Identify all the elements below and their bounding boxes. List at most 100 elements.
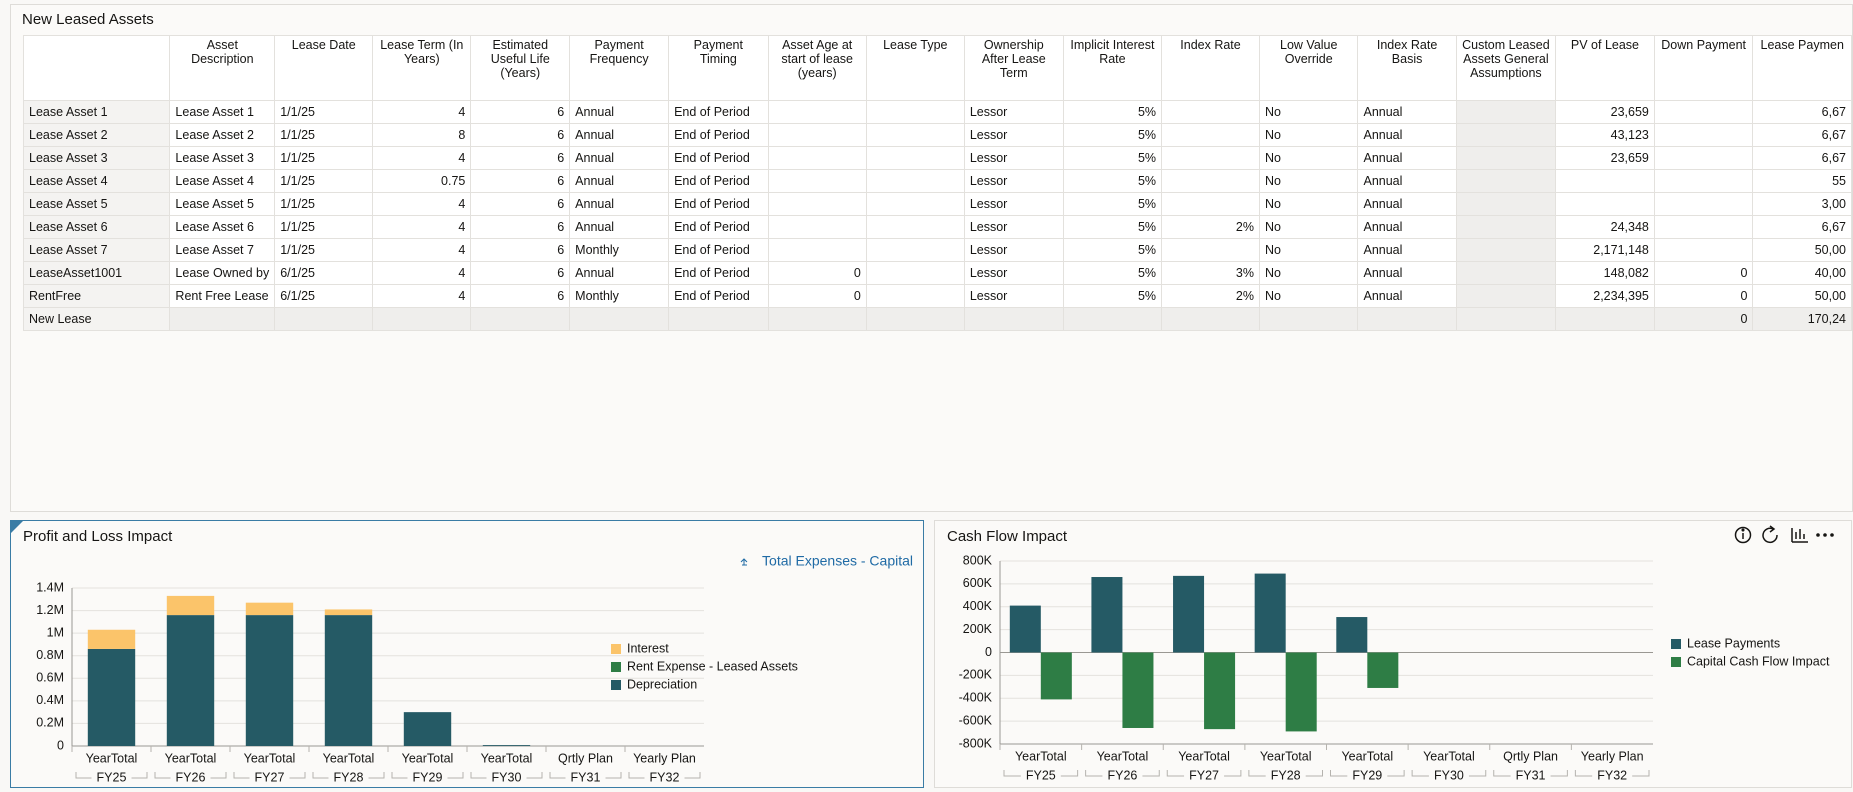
table-cell: 6 <box>470 169 571 193</box>
table-cell <box>865 100 965 124</box>
table-cell: 4 <box>372 284 472 308</box>
table-cell <box>1653 169 1754 193</box>
bar <box>1285 652 1317 732</box>
y-tick-label: 200K <box>963 622 993 636</box>
y-tick-label: 0 <box>985 645 992 659</box>
x-tick-label: Qrtly Plan <box>1503 749 1558 763</box>
legend-label: Rent Expense - Leased Assets <box>627 659 798 673</box>
table-cell <box>865 238 965 262</box>
table-cell: Monthly <box>569 238 670 262</box>
table-cell: End of Period <box>668 169 769 193</box>
column-header: Estimated Useful Life (Years) <box>470 35 571 101</box>
table-cell <box>963 307 1064 331</box>
table-cell: Lease Asset 2 <box>169 123 276 147</box>
group-bracket <box>1248 770 1323 777</box>
column-header: Low Value Override <box>1258 35 1359 101</box>
table-cell: Annual <box>569 261 670 285</box>
table-row: Lease Asset 6 Lease Asset 6 1/1/25 4 6 Annual… <box>22 215 1852 239</box>
table-cell: Lease Owned by <box>169 261 276 285</box>
row-header: Lease Asset 5 <box>22 192 171 216</box>
group-bracket <box>391 772 464 779</box>
table-panel: New Leased Assets Asset Description Lease… <box>10 4 1853 512</box>
y-tick-label: -800K <box>959 736 993 750</box>
table-cell: Lessor <box>963 169 1064 193</box>
table-cell: 3% <box>1161 261 1260 285</box>
table-cell: Annual <box>1357 100 1457 124</box>
table-cell: Lessor <box>963 123 1064 147</box>
chart-type-icon[interactable] <box>1791 528 1808 543</box>
annotation[interactable]: Total Expenses - Capital <box>762 553 913 569</box>
table-cell: Lessor <box>963 284 1064 308</box>
table-cell: 6 <box>470 238 571 262</box>
bar <box>324 609 373 616</box>
table-cell: Annual <box>1357 192 1457 216</box>
table-cell: Annual <box>569 215 670 239</box>
row-header: Lease Asset 6 <box>22 215 171 239</box>
table-cell: Annual <box>1357 261 1457 285</box>
y-tick-label: 0 <box>57 738 64 752</box>
bar <box>1254 573 1286 653</box>
legend-label: Lease Payments <box>1687 636 1780 650</box>
table-cell: Lease Asset 5 <box>169 192 276 216</box>
bar <box>166 615 215 746</box>
group-bracket <box>1085 770 1160 777</box>
table-cell: Lessor <box>963 192 1064 216</box>
table-cell <box>1455 284 1557 308</box>
table-cell: End of Period <box>668 238 769 262</box>
legend-label: Depreciation <box>627 677 697 691</box>
table-cell: Annual <box>569 100 670 124</box>
table-cell: 0 <box>767 284 867 308</box>
info-icon[interactable] <box>1734 526 1752 544</box>
group-bracket <box>233 772 306 779</box>
x-tick-label: YearTotal <box>1423 749 1475 763</box>
table-cell: Annual <box>569 192 670 216</box>
column-header: Custom Leased Assets General Assumptions <box>1455 35 1557 101</box>
table-cell: 40,00 <box>1752 261 1852 285</box>
table-cell <box>1455 123 1557 147</box>
table-cell: 0 <box>767 261 867 285</box>
table-cell: Lease Asset 1 <box>169 100 276 124</box>
table-cell: 5% <box>1062 284 1163 308</box>
table-cell: No <box>1258 123 1359 147</box>
column-header: Payment Frequency <box>569 35 670 101</box>
x-group-label: FY29 <box>1352 768 1382 782</box>
table-cell: 6 <box>470 123 571 147</box>
y-tick-label: -600K <box>959 713 993 727</box>
table-cell <box>1653 146 1754 170</box>
table-cell: Annual <box>1357 146 1457 170</box>
table-cell <box>767 100 867 124</box>
table-cell: 55 <box>1752 169 1852 193</box>
table-cell: 50,00 <box>1752 284 1852 308</box>
column-header: PV of Lease <box>1555 35 1655 101</box>
pl-chart: Profit and Loss Impact Total Expenses - C… <box>11 521 913 784</box>
table-cell: Annual <box>1357 284 1457 308</box>
table-cell: End of Period <box>668 261 769 285</box>
x-group-label: FY29 <box>413 770 443 784</box>
refresh-icon[interactable] <box>1762 525 1778 544</box>
table-cell: 5% <box>1062 261 1163 285</box>
table-cell: 148,082 <box>1555 261 1655 285</box>
annotation-icon <box>740 558 748 566</box>
table-cell: 6 <box>470 284 571 308</box>
table-cell <box>1161 192 1260 216</box>
table-cell: 6 <box>470 261 571 285</box>
table-cell: 23,659 <box>1555 100 1655 124</box>
table-cell: Lessor <box>963 215 1064 239</box>
table-cell: 6,67 <box>1752 123 1852 147</box>
table-cell: 1/1/25 <box>274 123 374 147</box>
bar <box>245 602 294 616</box>
y-tick-label: 0.4M <box>36 693 64 707</box>
bar <box>166 595 215 616</box>
table-cell: Lessor <box>963 146 1064 170</box>
y-tick-label: 1.2M <box>36 603 64 617</box>
table-cell: Lessor <box>963 238 1064 262</box>
table-cell: 6,67 <box>1752 146 1852 170</box>
bar <box>324 615 373 746</box>
x-tick-label: YearTotal <box>481 751 533 765</box>
table-cell: 4 <box>372 146 472 170</box>
table-cell: 6/1/25 <box>274 261 374 285</box>
bar <box>1122 652 1154 728</box>
lease-table: Asset Description Lease Date Lease Term (I… <box>22 35 1852 331</box>
more-icon[interactable] <box>1816 533 1834 537</box>
table-cell: No <box>1258 238 1359 262</box>
